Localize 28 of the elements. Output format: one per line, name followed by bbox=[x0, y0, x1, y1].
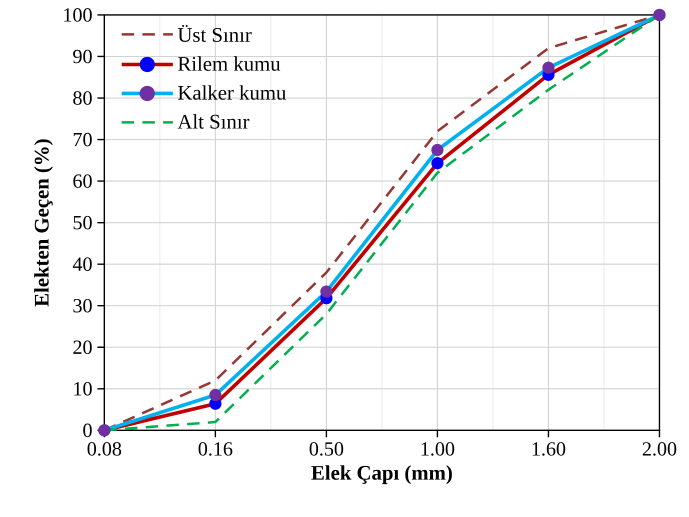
y-tick-label: 10 bbox=[74, 382, 92, 396]
y-tick-label: 50 bbox=[74, 216, 92, 230]
point bbox=[542, 62, 555, 74]
legend-label: Kalker kumu bbox=[178, 85, 286, 100]
y-tick-label: 20 bbox=[73, 340, 92, 354]
point bbox=[431, 144, 444, 156]
legend-label: Üst Sınır bbox=[178, 24, 252, 42]
x-tick-label: 2.00 bbox=[642, 442, 676, 456]
y-tick-label: 0 bbox=[83, 424, 92, 438]
x-tick-label: 1.60 bbox=[532, 442, 566, 456]
y-tick-label: 40 bbox=[72, 257, 92, 271]
y-tick-label: 70 bbox=[74, 132, 92, 146]
x-tick-label: 1.00 bbox=[422, 442, 454, 456]
legend-label: Rilem kumu bbox=[178, 56, 280, 71]
point bbox=[209, 388, 222, 402]
y-tick-label: 90 bbox=[73, 50, 92, 64]
x-tick-label: 0.16 bbox=[198, 442, 232, 456]
y-tick-label: 100 bbox=[64, 8, 92, 22]
y-tick-label: 80 bbox=[73, 91, 92, 105]
y-axis-title: Elekten Geçen (%) bbox=[34, 139, 53, 306]
x-tick-label: 0.08 bbox=[88, 442, 122, 456]
y-tick-label: 30 bbox=[73, 298, 92, 313]
point bbox=[320, 286, 332, 298]
x-axis-title: Elek Çapı (mm) bbox=[311, 465, 452, 484]
legend-label: Alt Sınır bbox=[178, 114, 250, 129]
y-tick-label: 60 bbox=[73, 174, 92, 188]
point bbox=[431, 157, 444, 170]
x-tick-label: 0.50 bbox=[310, 442, 344, 456]
